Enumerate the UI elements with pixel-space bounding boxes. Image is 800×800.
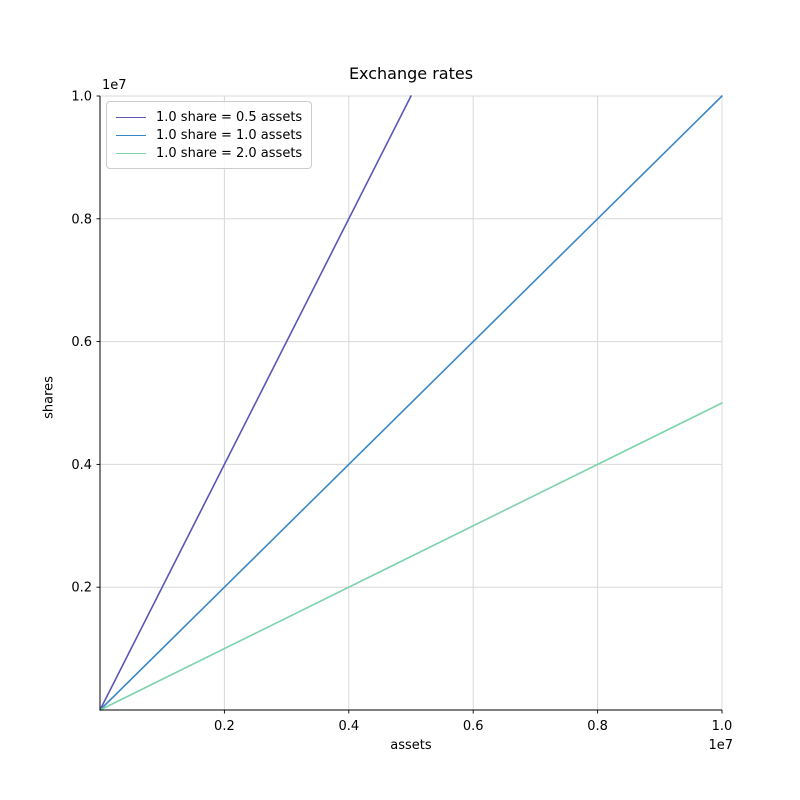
y-axis-offset-label: 1e7 xyxy=(102,78,127,93)
legend-label: 1.0 share = 0.5 assets xyxy=(156,109,303,125)
y-tick-label: 0.6 xyxy=(71,335,92,350)
legend-line-swatch xyxy=(116,134,146,136)
y-tick-label: 0.2 xyxy=(71,581,92,596)
legend-item: 1.0 share = 2.0 assets xyxy=(116,144,303,162)
x-tick-label: 0.6 xyxy=(463,719,484,734)
series-line-1 xyxy=(99,95,723,711)
y-axis-label: shares xyxy=(41,376,57,419)
x-tick-label: 1.0 xyxy=(712,719,733,734)
legend: 1.0 share = 0.5 assets 1.0 share = 1.0 a… xyxy=(106,101,312,169)
y-tick-label: 0.4 xyxy=(71,458,92,473)
x-axis-label: assets xyxy=(390,738,432,753)
x-tick-label: 0.8 xyxy=(587,719,608,734)
y-tick-label: 1.0 xyxy=(71,90,92,105)
series-lines xyxy=(99,95,723,711)
x-tick-label: 0.4 xyxy=(338,719,359,734)
series-line-0 xyxy=(99,95,412,711)
legend-line-swatch xyxy=(116,116,146,118)
series-line-2 xyxy=(99,402,723,711)
x-axis-offset-label: 1e7 xyxy=(708,738,733,753)
legend-line-swatch xyxy=(116,152,146,154)
x-tick-label: 0.2 xyxy=(214,719,235,734)
y-tick-label: 0.8 xyxy=(71,212,92,227)
legend-label: 1.0 share = 2.0 assets xyxy=(156,145,303,161)
legend-item: 1.0 share = 0.5 assets xyxy=(116,108,303,126)
legend-label: 1.0 share = 1.0 assets xyxy=(156,127,303,143)
axes-spines xyxy=(99,96,722,711)
legend-item: 1.0 share = 1.0 assets xyxy=(116,126,303,144)
chart-title: Exchange rates xyxy=(348,64,474,83)
axis-ticks: 0.2 0.4 0.6 0.8 1.0 0.2 0.4 0.6 0.8 1.0 xyxy=(71,90,732,735)
